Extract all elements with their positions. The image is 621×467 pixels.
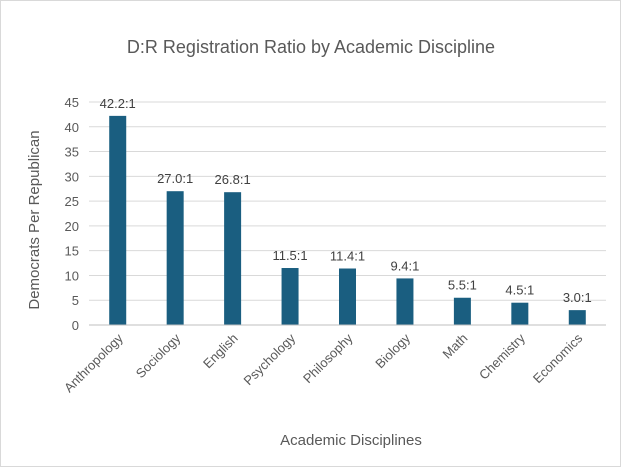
data-label: 11.5:1	[272, 248, 307, 263]
x-category-label: Biology	[372, 330, 413, 371]
data-label: 4.5:1	[505, 283, 534, 298]
y-tick-label: 20	[65, 219, 79, 234]
y-tick-label: 25	[65, 194, 79, 209]
y-tick-label: 40	[65, 120, 79, 135]
bar	[568, 310, 586, 325]
data-label: 11.4:1	[330, 249, 365, 264]
y-tick-label: 30	[65, 169, 79, 184]
x-category-label: Math	[439, 331, 470, 362]
x-category-label: English	[200, 331, 241, 372]
y-tick-label: 10	[65, 268, 79, 283]
x-category-labels: Anthropology Sociology English Psychology Ph…	[61, 330, 586, 395]
bar	[166, 191, 184, 325]
y-tick-label: 0	[72, 318, 79, 333]
data-label: 27.0:1	[157, 171, 193, 186]
bar	[453, 297, 471, 325]
x-category-label: Sociology	[133, 330, 184, 381]
data-label: 9.4:1	[390, 258, 419, 273]
data-label: 3.0:1	[563, 290, 592, 305]
bars	[89, 115, 606, 326]
x-category-label: Economics	[530, 330, 586, 386]
x-axis-label: Academic Disciplines	[280, 432, 422, 449]
y-tick-label: 45	[65, 95, 79, 110]
bar	[339, 268, 356, 325]
y-tick-label: 35	[65, 145, 79, 160]
y-tick-label: 5	[72, 293, 79, 308]
x-category-label: Anthropology	[61, 330, 126, 395]
bar	[281, 268, 299, 325]
data-label: 42.2:1	[100, 96, 136, 111]
bar	[396, 278, 414, 325]
bar	[109, 115, 127, 326]
x-category-label: Psychology	[241, 330, 299, 388]
data-labels: 42.2:1 27.0:1 26.8:1 11.5:1 11.4:1 9.4:1 5.5:1…	[100, 96, 592, 305]
x-category-label: Chemistry	[476, 330, 528, 382]
y-axis-label: Democrats Per Republican	[26, 130, 43, 309]
bar	[224, 192, 242, 325]
bar	[511, 302, 529, 325]
data-label: 26.8:1	[215, 172, 251, 187]
y-tick-label: 15	[65, 244, 79, 259]
y-tick-labels: 0 5 10 15 20 25 30 35 40 45	[65, 95, 79, 333]
data-label: 5.5:1	[448, 278, 477, 293]
x-category-label: Philosophy	[300, 330, 356, 386]
chart-title: D:R Registration Ratio by Academic Disci…	[127, 37, 495, 57]
